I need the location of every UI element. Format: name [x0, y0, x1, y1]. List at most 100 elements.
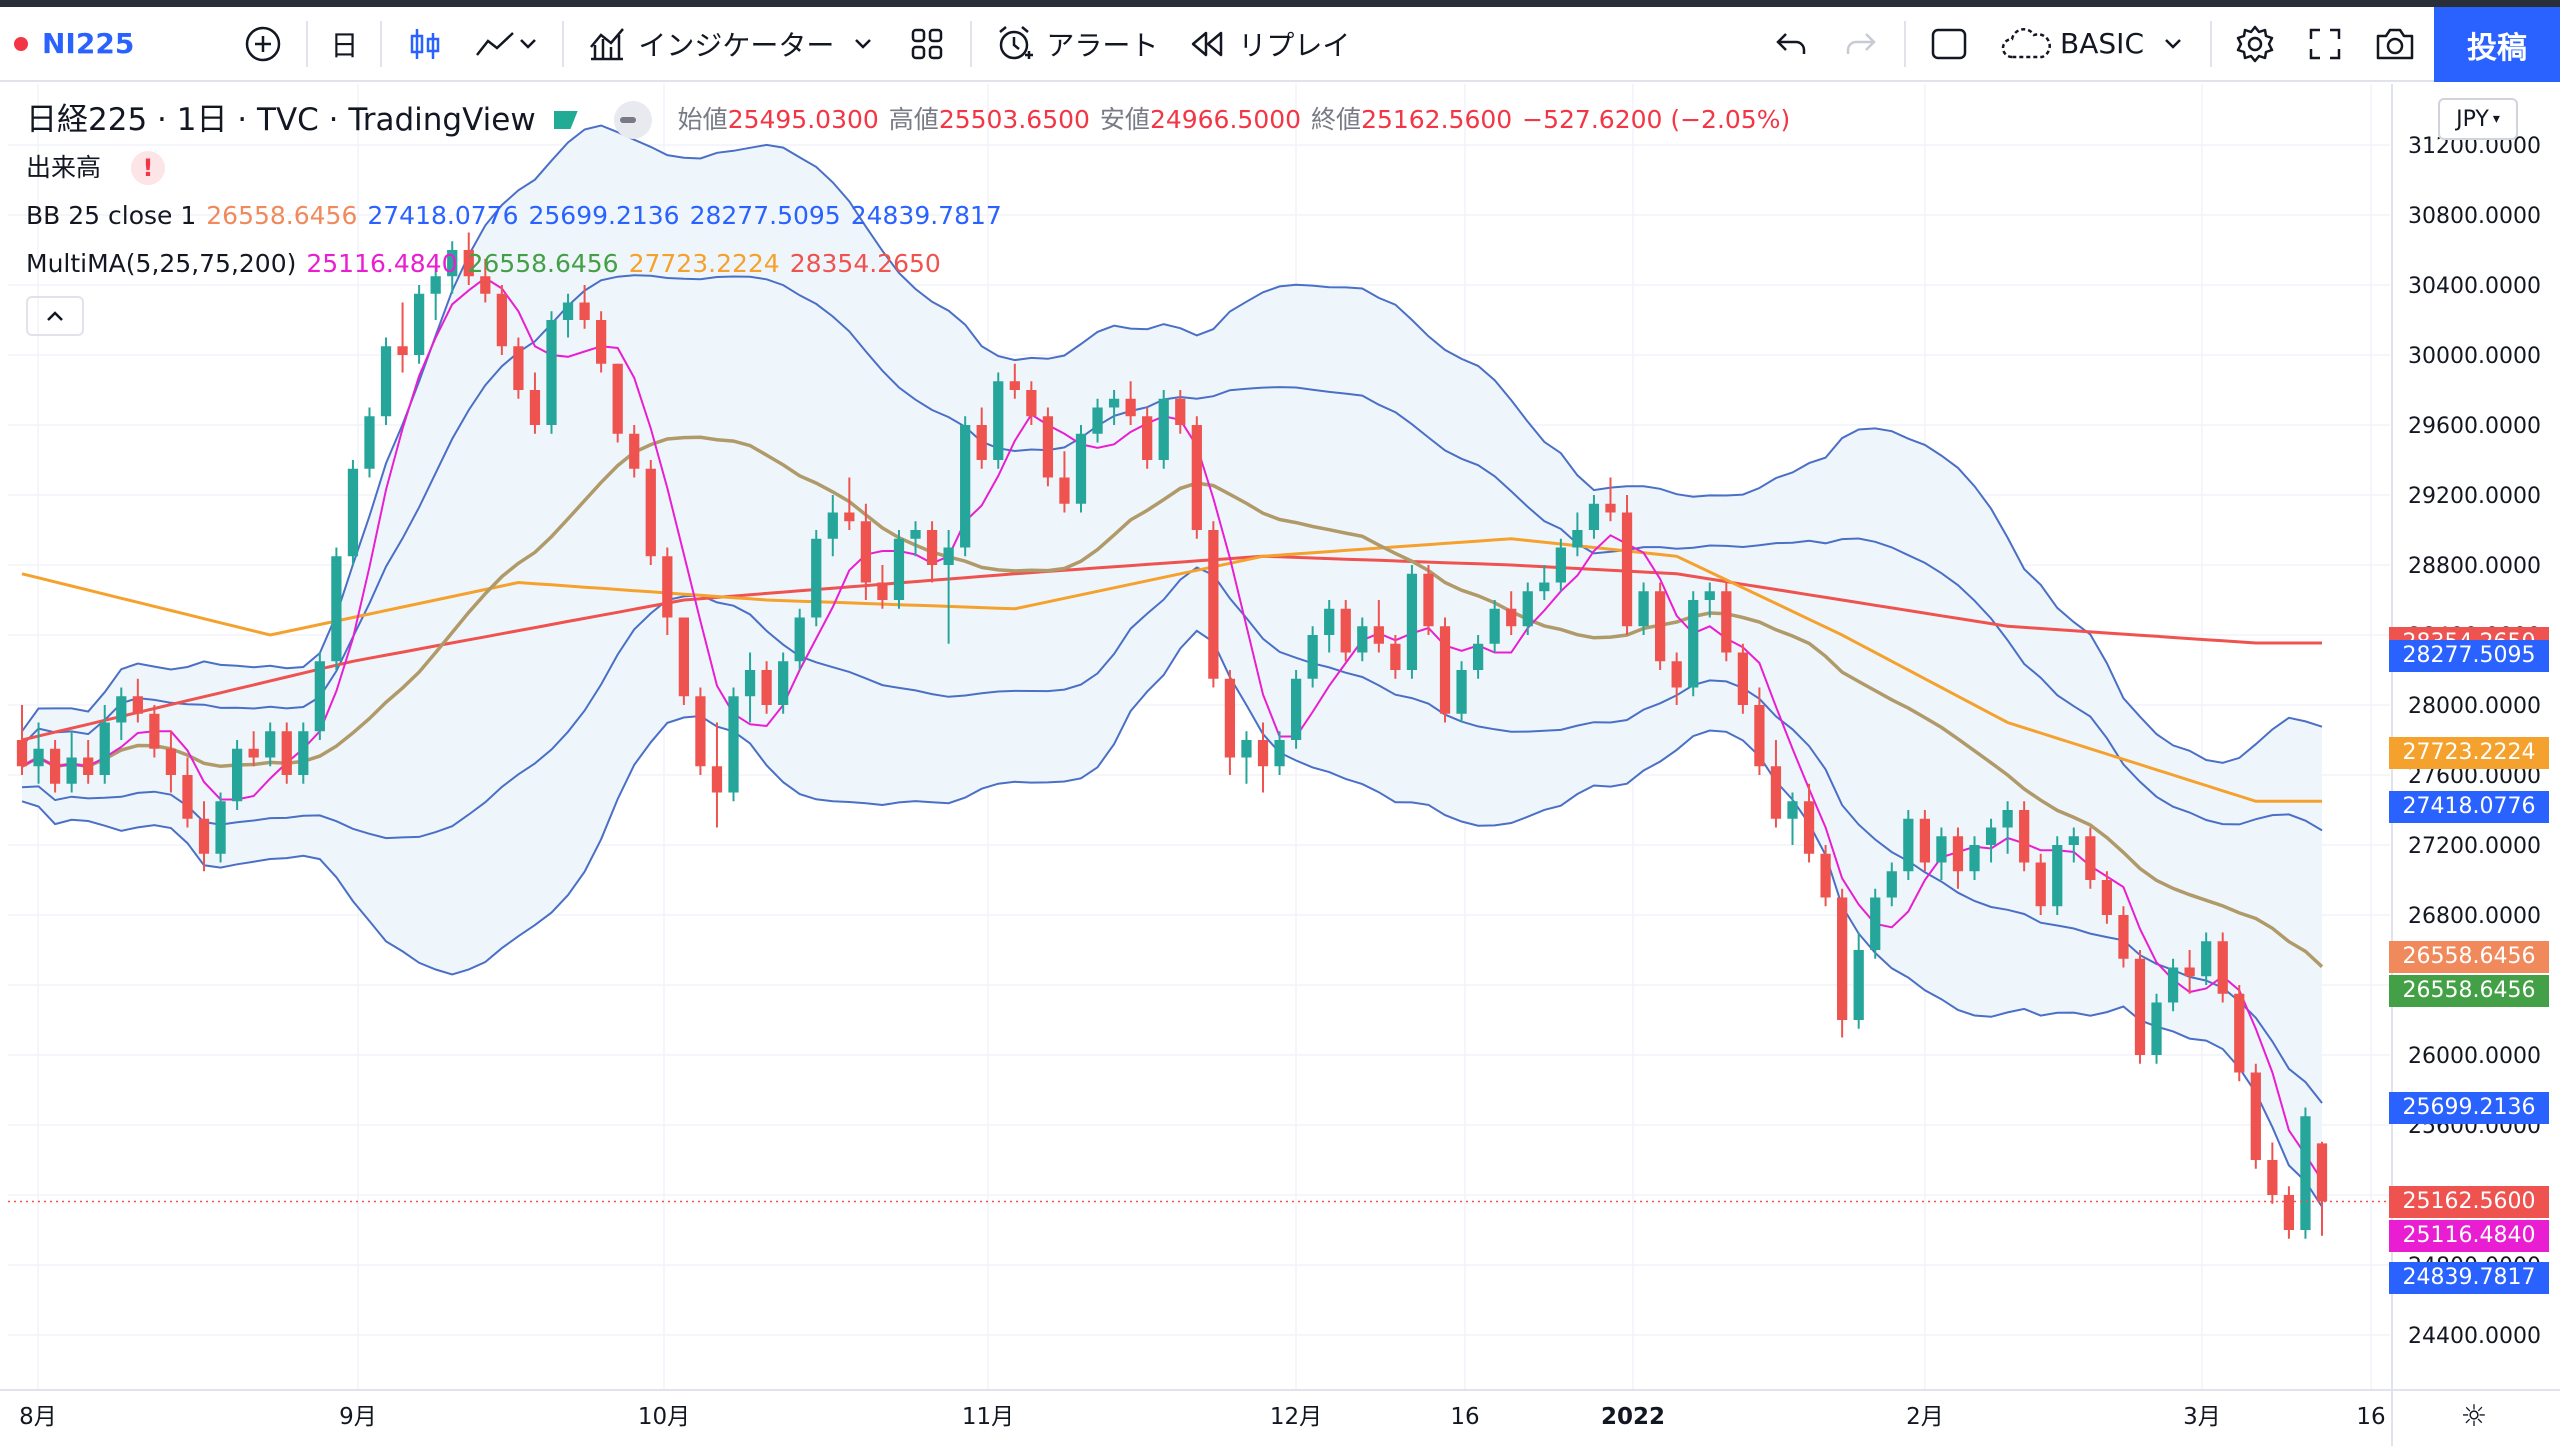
candle-body [1092, 407, 1103, 434]
candle-body [298, 731, 309, 775]
indicators-button[interactable]: インジケーター [572, 6, 892, 81]
candle-body [215, 801, 226, 854]
candle-body [579, 302, 590, 320]
candles-icon [404, 23, 446, 65]
layout-manager[interactable]: BASIC [1984, 6, 2202, 81]
symbol-search[interactable]: NI225 [0, 6, 148, 81]
grid-icon [906, 23, 948, 65]
templates-button[interactable] [892, 6, 962, 81]
ma75-line [21, 537, 2322, 803]
candle-body [860, 521, 872, 583]
time-tick-label: 12月 [1270, 1404, 1322, 1430]
chevron-down-icon [2158, 23, 2188, 65]
settings-button[interactable] [2220, 6, 2290, 81]
post-button[interactable]: 投稿 [2434, 7, 2560, 82]
candle-body [1059, 477, 1070, 504]
candle-body [1257, 740, 1269, 767]
candle-body [1324, 608, 1335, 635]
candle-body [926, 530, 938, 565]
candle-body [1671, 661, 1682, 688]
candle-body [66, 757, 77, 784]
price-tick-label: 29200.0000 [2408, 484, 2541, 509]
candle-body [1539, 582, 1550, 592]
candle-body [1224, 678, 1236, 758]
candle-body [1125, 398, 1136, 417]
candle-body [2101, 880, 2113, 915]
candle-body [2283, 1195, 2295, 1230]
top-toolbar: NI225 日 インジケーター [0, 7, 2560, 82]
legend-volume-row[interactable]: 出来高 ! [26, 144, 1800, 192]
collapse-legend-button[interactable] [26, 296, 84, 336]
candle-body [1357, 626, 1368, 653]
time-tick-label: 3月 [2183, 1404, 2221, 1430]
compare-button[interactable] [228, 6, 298, 81]
candle-body [1837, 897, 1848, 1020]
symbol-name: NI225 [42, 27, 135, 60]
price-tick-label: 30800.0000 [2408, 204, 2541, 229]
candle-body [314, 661, 325, 732]
ma25-line [21, 435, 2324, 968]
expand-button[interactable] [2290, 6, 2360, 81]
replay-label: リプレイ [1238, 28, 1351, 62]
rewind-icon [1186, 23, 1228, 65]
toggle-dot-icon[interactable] [613, 101, 652, 139]
candle-body [1903, 818, 1914, 872]
candle-body [1506, 608, 1517, 627]
toolbar-divider [1904, 20, 1907, 67]
price-tick-label: 28000.0000 [2408, 694, 2541, 719]
ma25-value: 26558.6456 [467, 249, 619, 278]
indicators-icon [586, 23, 628, 65]
candle-body [943, 547, 954, 565]
chevron-down-icon [848, 23, 878, 65]
interval-button[interactable]: 日 [330, 28, 359, 62]
legend-bb-row[interactable]: BB 25 close 1 26558.6456 27418.0776 2569… [26, 192, 1800, 240]
legend-ma-row[interactable]: MultiMA(5,25,75,200) 25116.4840 26558.64… [26, 240, 1800, 288]
candle-body [960, 425, 971, 548]
candle-body [1108, 398, 1120, 408]
candle-body [1340, 608, 1351, 653]
time-tick-label: 9月 [339, 1404, 377, 1430]
candle-body [1655, 591, 1666, 662]
candle-body [496, 293, 507, 347]
candle-body [463, 250, 474, 277]
bb-value-4: 28277.5095 [689, 201, 841, 230]
candle-body [976, 425, 987, 460]
candle-body [149, 713, 160, 749]
ma-label: MultiMA(5,25,75,200) [26, 249, 297, 278]
candle-body [347, 468, 359, 557]
candle-body [182, 775, 193, 819]
open-value: 25495.0300 [727, 105, 879, 134]
undo-button[interactable] [1756, 6, 1826, 81]
chart-style-dropdown[interactable] [460, 6, 554, 81]
price-axis-label: 25162.5600 [2389, 1185, 2549, 1218]
candle-body [711, 766, 723, 793]
price-axis-label: 25116.4840 [2389, 1219, 2549, 1252]
candle-body [1456, 670, 1467, 714]
currency-select[interactable]: JPY ▾ [2438, 98, 2518, 140]
price-tick-label: 24400.0000 [2408, 1324, 2541, 1349]
candle-body [1390, 643, 1401, 670]
chart-type-button[interactable] [390, 6, 460, 81]
redo-button[interactable] [1826, 6, 1896, 81]
candle-body [811, 538, 822, 618]
warning-icon[interactable]: ! [131, 151, 166, 185]
fullscreen-toggle-button[interactable] [1914, 6, 1984, 81]
candle-body [1737, 652, 1748, 705]
candle-body [1803, 801, 1815, 854]
candle-body [1191, 425, 1202, 530]
candle-body [231, 748, 243, 802]
snapshot-button[interactable] [2360, 6, 2430, 81]
cloud-icon [1998, 23, 2054, 65]
candle-body [2234, 993, 2245, 1073]
toolbar-divider [562, 20, 565, 67]
time-axis-settings-icon[interactable]: ☼ [2461, 1399, 2488, 1434]
candle-body [629, 433, 640, 469]
candle-body [778, 661, 789, 705]
candle-body [99, 722, 110, 775]
price-axis-label: 26558.6456 [2389, 941, 2549, 974]
replay-button[interactable]: リプレイ [1172, 6, 1364, 81]
alert-button[interactable]: アラート [980, 6, 1172, 81]
candle-body [281, 731, 292, 775]
candle-body [2052, 845, 2063, 907]
price-tick-label: 30000.0000 [2408, 344, 2541, 369]
